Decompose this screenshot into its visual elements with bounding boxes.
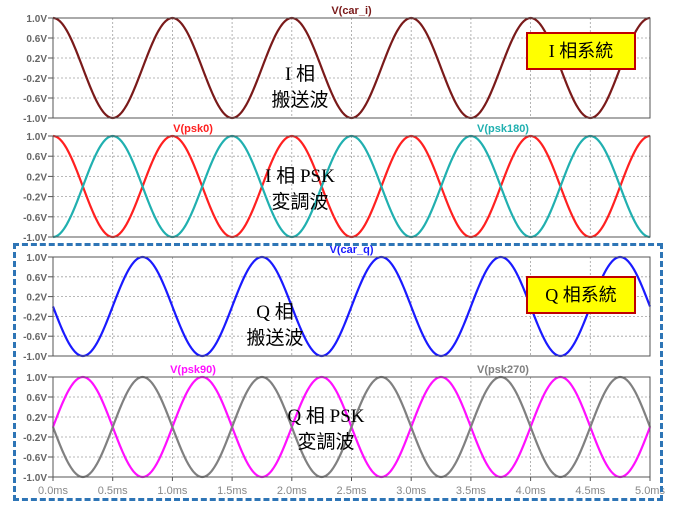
ytick-label-2-4: -0.6V [23,332,47,343]
q-carrier-caption-line1: Q 相 [256,302,294,323]
series-line-2-0 [51,255,652,358]
q-carrier-caption-line2: 搬送波 [246,328,304,349]
series-name-label-0-0: V(car_i) [331,5,372,17]
ytick-label-2-2: 0.2V [26,293,47,304]
ytick-label-0-2: 0.2V [26,54,47,65]
xtick-label-7: 3.5ms [456,485,486,497]
ytick-label-3-5: -1.0V [23,473,47,484]
series-name-label-2-0: V(car_q) [329,244,373,256]
q-carrier-caption: Q 相 搬送波 [225,300,325,352]
ytick-label-2-1: 0.6V [26,273,47,284]
ytick-label-1-0: 1.0V [26,132,47,143]
ytick-label-3-3: -0.2V [23,433,47,444]
ytick-label-2-5: -1.0V [23,352,47,363]
plot-border-0 [52,17,651,119]
ytick-label-2-0: 1.0V [26,253,47,264]
xtick-label-10: 5.0ms [635,485,665,497]
xtick-label-9: 4.5ms [575,485,605,497]
q-psk-caption: Q 相 PSK 変調波 [266,404,386,456]
xtick-label-3: 1.5ms [217,485,247,497]
ytick-label-3-1: 0.6V [26,393,47,404]
ytick-label-1-1: 0.6V [26,152,47,163]
ytick-label-3-4: -0.6V [23,453,47,464]
ytick-label-2-3: -0.2V [23,312,47,323]
ytick-label-1-3: -0.2V [23,193,47,204]
ytick-label-3-0: 1.0V [26,373,47,384]
plot-border-2 [52,256,651,357]
series-name-label-3-0: V(psk90) [170,364,216,376]
ytick-label-0-0: 1.0V [26,14,47,25]
i-carrier-caption-line2: 搬送波 [271,90,329,111]
ytick-label-1-2: 0.2V [26,172,47,183]
q-system-label: Q 相系統 [526,276,636,314]
ytick-label-0-1: 0.6V [26,34,47,45]
i-system-label: I 相系統 [526,32,636,70]
xtick-label-4: 2.0ms [277,485,307,497]
series-name-label-1-0: V(psk0) [173,123,213,135]
i-psk-caption-line2: 変調波 [271,192,329,213]
series-name-label-3-1: V(psk270) [477,364,529,376]
ytick-label-0-3: -0.2V [23,74,47,85]
ytick-label-0-5: -1.0V [23,114,47,125]
xtick-label-0: 0.0ms [38,485,68,497]
q-psk-caption-line1: Q 相 PSK [287,406,365,427]
ytick-label-3-2: 0.2V [26,413,47,424]
xtick-label-8: 4.0ms [516,485,546,497]
i-carrier-caption-line1: I 相 [284,64,316,85]
q-psk-caption-line2: 変調波 [297,432,355,453]
i-carrier-caption: I 相 搬送波 [250,62,350,114]
i-psk-caption: I 相 PSK 変調波 [240,164,360,216]
plot-border-1 [52,135,651,238]
xtick-label-1: 0.5ms [98,485,128,497]
ytick-label-0-4: -0.6V [23,94,47,105]
xtick-label-2: 1.0ms [157,485,187,497]
xtick-label-6: 3.0ms [396,485,426,497]
series-name-label-1-1: V(psk180) [477,123,529,135]
i-psk-caption-line1: I 相 PSK [265,166,335,187]
series-line-3-1 [51,375,652,479]
ytick-label-1-4: -0.6V [23,213,47,224]
xtick-label-5: 2.5ms [337,485,367,497]
ytick-label-1-5: -1.0V [23,233,47,244]
